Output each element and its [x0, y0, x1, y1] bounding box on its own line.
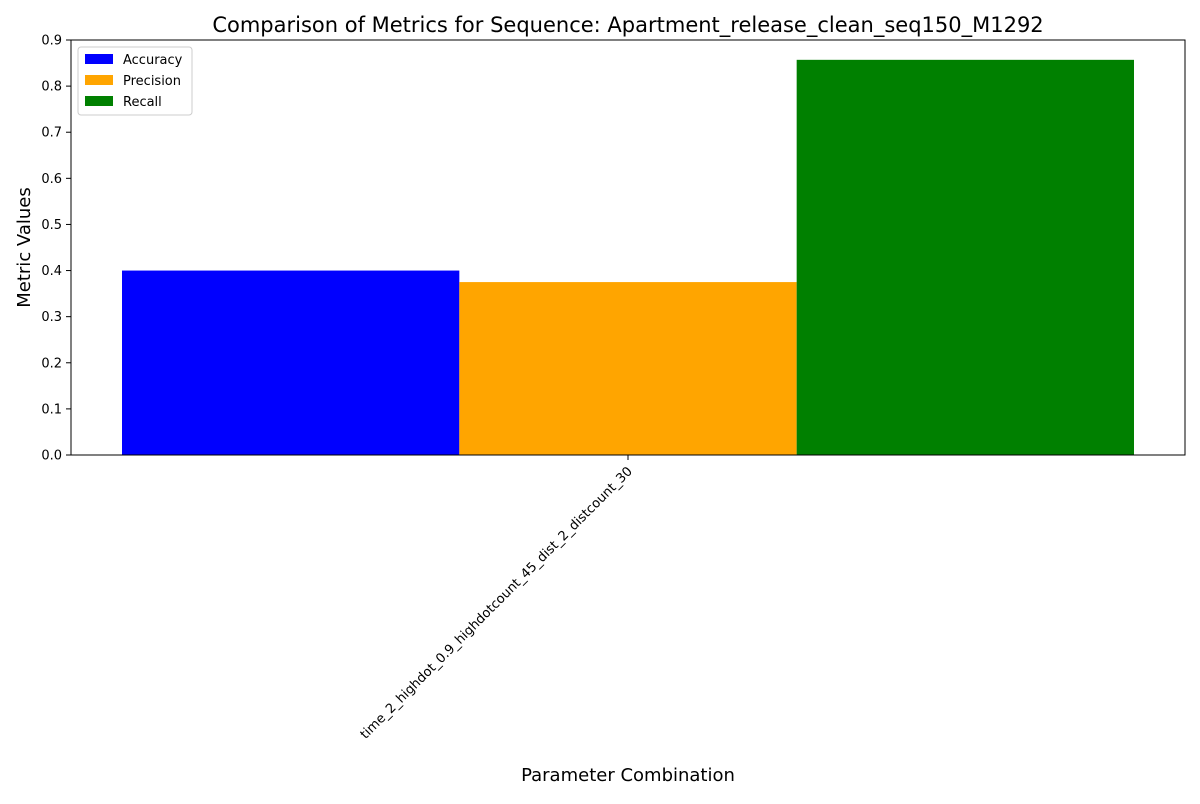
y-tick-label: 0.5 — [41, 218, 62, 233]
legend-label-accuracy: Accuracy — [123, 53, 183, 68]
y-tick-label: 0.1 — [41, 402, 62, 417]
y-tick-label: 0.8 — [41, 80, 62, 95]
legend-swatch-precision — [85, 75, 113, 85]
y-tick-label: 0.0 — [41, 449, 62, 464]
bar-recall — [796, 59, 1134, 455]
legend-swatch-accuracy — [85, 54, 113, 64]
plot-frame — [70, 39, 1186, 456]
bar-accuracy — [122, 270, 460, 455]
y-tick-label: 0.4 — [41, 264, 62, 279]
legend-label-precision: Precision — [123, 74, 181, 89]
legend-swatch-recall — [85, 96, 113, 106]
y-tick-label: 0.9 — [41, 34, 62, 49]
bars-layer — [122, 59, 1134, 455]
y-axis: 0.0 0.1 0.2 0.3 0.4 0.5 0.6 0.7 0.8 0.9 — [41, 34, 71, 464]
x-axis-label: Parameter Combination — [521, 765, 735, 786]
y-axis-label: Metric Values — [14, 187, 35, 308]
y-tick-label: 0.3 — [41, 310, 62, 325]
legend: Accuracy Precision Recall — [77, 46, 193, 116]
legend-label-recall: Recall — [123, 95, 162, 110]
y-tick-label: 0.2 — [41, 356, 62, 371]
y-tick-label: 0.7 — [41, 126, 62, 141]
chart-title: Comparison of Metrics for Sequence: Apar… — [212, 13, 1043, 38]
bar-precision — [459, 282, 797, 455]
y-tick-label: 0.6 — [41, 172, 62, 187]
